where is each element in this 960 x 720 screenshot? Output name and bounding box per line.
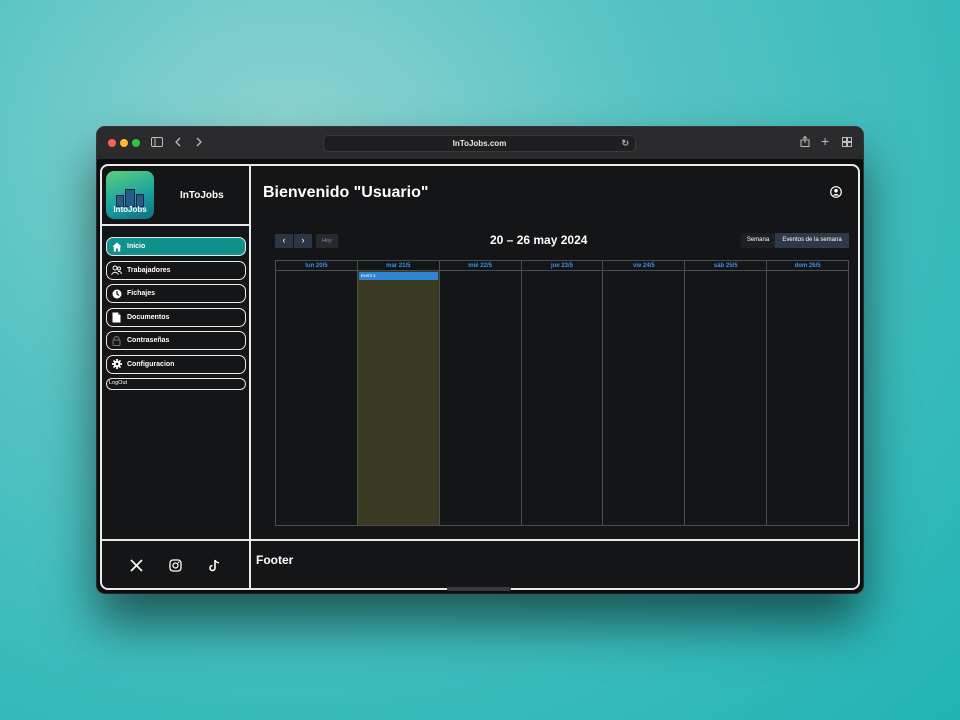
logo-text: IntoJobs (113, 205, 147, 214)
tab-overview-icon[interactable] (842, 135, 852, 151)
footer-label: Footer (256, 553, 294, 567)
app-container: IntoJobs InToJobs Inicio Trabajadores (100, 164, 860, 590)
day-header: lun 20/5 (276, 261, 357, 271)
sidebar-nav: Inicio Trabajadores Fichajes (106, 237, 246, 390)
browser-titlebar: InToJobs.com ↻ + (97, 127, 863, 160)
home-icon (111, 241, 122, 252)
day-header: vie 24/5 (603, 261, 685, 271)
calendar-toolbar: ‹ › Hoy 20 – 26 may 2024 Semana Eventos … (275, 233, 849, 249)
logout-button[interactable]: LogOut (106, 378, 246, 390)
day-header: jue 23/5 (521, 261, 603, 271)
social-footer (102, 539, 251, 588)
sidebar-item-label: Trabajadores (127, 266, 171, 274)
day-header: sáb 25/5 (685, 261, 767, 271)
document-icon (111, 312, 122, 323)
calendar-event[interactable]: event 1 (358, 272, 438, 280)
sidebar-item-trabajadores[interactable]: Trabajadores (106, 260, 246, 280)
view-week-button[interactable]: Semana (741, 233, 775, 248)
sidebar-item-label: Configuracion (127, 360, 175, 368)
lock-icon (111, 335, 122, 346)
calendar-day-column[interactable]: jue 23/5 (521, 261, 604, 525)
close-window-button[interactable] (108, 139, 116, 147)
url-text: InToJobs.com (452, 139, 507, 148)
sidebar-item-contrasenas[interactable]: Contraseñas (106, 331, 246, 350)
calendar-day-column[interactable]: mié 22/5 (439, 261, 522, 525)
back-icon[interactable] (174, 135, 182, 151)
x-icon[interactable] (130, 559, 143, 577)
calendar-day-column[interactable]: dom 26/5 (767, 261, 849, 525)
calendar-day-column-today[interactable]: mar 21/5 event 1 (357, 261, 440, 525)
calendar-grid: lun 20/5 mar 21/5 event 1 mié 22/5 jue 2… (275, 260, 849, 526)
browser-window: InToJobs.com ↻ + IntoJobs InToJobs (97, 127, 863, 593)
sidebar-item-inicio[interactable]: Inicio (106, 237, 246, 256)
sidebar-item-label: Contraseñas (127, 337, 170, 344)
forward-icon[interactable] (195, 135, 203, 151)
calendar-day-column[interactable]: vie 24/5 (603, 261, 686, 525)
users-icon (111, 265, 122, 276)
sidebar-item-documentos[interactable]: Documentos (106, 307, 246, 327)
tiktok-icon[interactable] (208, 559, 220, 577)
sidebar-item-fichajes[interactable]: Fichajes (106, 284, 246, 303)
sidebar-item-configuracion[interactable]: Configuracion (106, 354, 246, 374)
app-logo[interactable]: IntoJobs (106, 171, 154, 219)
address-bar[interactable]: InToJobs.com ↻ (323, 135, 636, 152)
footer: Footer (251, 539, 858, 588)
calendar-range-title: 20 – 26 may 2024 (490, 233, 588, 247)
reload-icon[interactable]: ↻ (621, 138, 629, 148)
sidebar: IntoJobs InToJobs Inicio Trabajadores (102, 166, 251, 539)
sidebar-toggle-icon[interactable] (151, 135, 163, 151)
new-tab-icon[interactable]: + (821, 133, 830, 149)
day-header: dom 26/5 (767, 261, 849, 271)
minimize-window-button[interactable] (120, 139, 128, 147)
view-week-events-button[interactable]: Eventos de la semana (775, 233, 849, 248)
calendar-today-button[interactable]: Hoy (316, 234, 338, 248)
instagram-icon[interactable] (169, 559, 182, 577)
clock-icon (111, 288, 122, 299)
share-icon[interactable] (800, 135, 810, 151)
gear-icon (111, 359, 122, 370)
calendar-next-button[interactable]: › (294, 234, 312, 248)
brand-name: InToJobs (180, 190, 224, 201)
day-header: mié 22/5 (439, 261, 521, 271)
maximize-window-button[interactable] (132, 139, 140, 147)
calendar-day-column[interactable]: sáb 25/5 (685, 261, 768, 525)
sidebar-item-label: Documentos (127, 313, 170, 321)
sidebar-item-label: Inicio (127, 243, 146, 250)
user-account-icon[interactable] (830, 185, 842, 203)
day-header: mar 21/5 (357, 261, 439, 271)
sidebar-item-label: Fichajes (127, 290, 156, 297)
page-title: Bienvenido "Usuario" (263, 184, 429, 201)
main-content: Bienvenido "Usuario" ‹ › Hoy 20 – 26 may… (251, 166, 858, 539)
calendar-prev-button[interactable]: ‹ (275, 234, 293, 248)
brand-header: IntoJobs InToJobs (102, 166, 249, 226)
calendar-day-column[interactable]: lun 20/5 (276, 261, 358, 525)
scroll-indicator (447, 587, 511, 591)
